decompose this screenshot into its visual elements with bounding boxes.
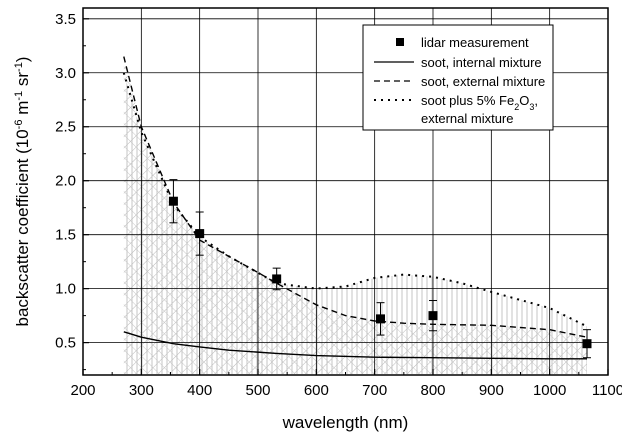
legend-label-internal: soot, internal mixture bbox=[421, 55, 542, 70]
y-tick-label-3: 3.0 bbox=[55, 65, 76, 82]
lidar-point-355 bbox=[168, 196, 178, 206]
y-tick-label-1.5: 1.5 bbox=[55, 227, 76, 244]
x-tick-label-400: 400 bbox=[187, 382, 212, 399]
axis-ticks: 200 300 400 500 600 700 800 900 1000 1100 0.5 1.0 1.… bbox=[55, 11, 622, 399]
y-tick-label-2: 2.0 bbox=[55, 173, 76, 190]
lidar-point-800 bbox=[428, 311, 438, 321]
legend: lidar measurement soot, internal mixture… bbox=[362, 24, 554, 131]
series-external-line bbox=[123, 56, 588, 338]
series-fe-line bbox=[122, 72, 588, 328]
band-fe bbox=[123, 72, 588, 375]
y-tick-label-1: 1.0 bbox=[55, 281, 76, 298]
x-tick-label-200: 200 bbox=[70, 382, 95, 399]
lidar-point-710 bbox=[376, 314, 385, 324]
uncertainty-bands bbox=[123, 56, 588, 375]
y-tick-label-2.5: 2.5 bbox=[55, 119, 76, 136]
legend-label-fe: soot plus 5% Fe2O3, bbox=[421, 93, 538, 112]
y-tick-label-0.5: 0.5 bbox=[55, 335, 76, 352]
x-tick-label-1100: 1100 bbox=[592, 382, 622, 399]
lidar-point-1064 bbox=[582, 339, 592, 349]
y-tick-label-3.5: 3.5 bbox=[55, 11, 76, 28]
legend-label-lidar: lidar measurement bbox=[421, 35, 529, 50]
x-tick-label-800: 800 bbox=[420, 382, 445, 399]
legend-marker-lidar bbox=[396, 38, 404, 46]
x-tick-label-300: 300 bbox=[129, 382, 154, 399]
x-tick-label-700: 700 bbox=[362, 382, 387, 399]
x-tick-label-1000: 1000 bbox=[533, 382, 566, 399]
lidar-markers bbox=[168, 179, 592, 359]
legend-label-external: soot, external mixture bbox=[421, 74, 545, 89]
lidar-point-400 bbox=[195, 229, 205, 239]
series-lines bbox=[122, 56, 588, 360]
series-internal-line bbox=[123, 331, 587, 360]
x-axis-label: wavelength (nm) bbox=[282, 413, 409, 432]
x-tick-label-500: 500 bbox=[245, 382, 270, 399]
legend-label-fe-line2: external mixture bbox=[421, 111, 513, 126]
y-axis-label: backscatter coefficient (10-6 m-1 sr-1) bbox=[13, 57, 32, 327]
lidar-point-532 bbox=[272, 274, 282, 284]
x-tick-label-900: 900 bbox=[479, 382, 504, 399]
legend-box bbox=[362, 24, 554, 131]
x-tick-label-600: 600 bbox=[304, 382, 329, 399]
